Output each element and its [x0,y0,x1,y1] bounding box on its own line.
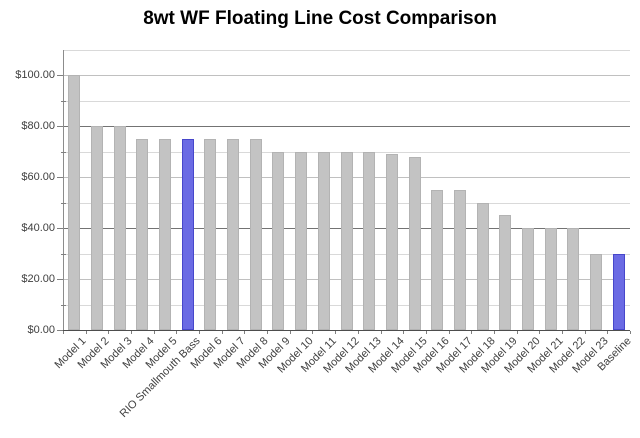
x-axis-tick [517,331,518,334]
y-axis-minor-tick [61,152,66,153]
y-tick-label: $80.00 [21,120,55,132]
x-axis-tick [199,331,200,334]
x-axis-tick [335,331,336,334]
bar-model-8 [250,139,262,330]
bar-model-7 [227,139,239,330]
x-axis-tick [403,331,404,334]
gridline-90 [63,101,630,102]
bar-model-10 [295,152,307,330]
gridline-80 [63,126,630,127]
y-axis-minor-tick [61,203,66,204]
x-axis-tick [471,331,472,334]
bar-model-20 [522,228,534,330]
x-axis-tick [86,331,87,334]
y-axis-minor-tick [61,305,66,306]
x-axis-tick [108,331,109,334]
chart-title: 8wt WF Floating Line Cost Comparison [143,8,497,29]
y-axis-major-tick [57,228,63,229]
x-axis-tick [290,331,291,334]
y-tick-label: $0.00 [27,324,55,336]
x-axis-tick [562,331,563,334]
bar-model-3 [114,126,126,330]
bar-model-4 [136,139,148,330]
bar-model-19 [499,215,511,330]
x-axis-tick [449,331,450,334]
y-axis-minor-tick [61,101,66,102]
x-axis-tick [312,331,313,334]
x-axis-tick [176,331,177,334]
bar-model-16 [431,190,443,330]
x-axis-tick [426,331,427,334]
x-axis-tick [131,331,132,334]
bar-model-23 [590,254,602,330]
x-axis-tick [494,331,495,334]
bar-model-2 [91,126,103,330]
y-axis-major-tick [57,126,63,127]
x-axis-tick [154,331,155,334]
bar-model-12 [341,152,353,330]
x-axis-tick [539,331,540,334]
x-axis-tick [244,331,245,334]
bar-model-14 [386,154,398,330]
bar-model-18 [477,203,489,330]
gridline-100 [63,75,630,76]
x-axis-tick [222,331,223,334]
x-axis-line [63,330,630,331]
bar-model-5 [159,139,171,330]
bar-model-17 [454,190,466,330]
y-axis-line [63,50,64,331]
y-tick-label: $40.00 [21,222,55,234]
x-axis-tick [585,331,586,334]
bar-model-11 [318,152,330,330]
y-tick-label: $100.00 [15,69,55,81]
bar-baseline [613,254,625,330]
bar-rio-smallmouth-bass [182,139,194,330]
y-axis-major-tick [57,177,63,178]
y-axis-major-tick [57,279,63,280]
bar-model-13 [363,152,375,330]
y-axis-major-tick [57,75,63,76]
y-tick-label: $20.00 [21,273,55,285]
bar-model-9 [272,152,284,330]
bar-model-6 [204,139,216,330]
bar-model-21 [545,228,557,330]
gridline-110 [63,50,630,51]
bar-model-22 [567,228,579,330]
x-axis-tick [381,331,382,334]
x-axis-tick [63,331,64,334]
x-axis-tick [267,331,268,334]
x-axis-tick [358,331,359,334]
bar-model-1 [68,75,80,330]
y-axis-minor-tick [61,254,66,255]
x-axis-tick [630,331,631,334]
y-tick-label: $60.00 [21,171,55,183]
bar-model-15 [409,157,421,330]
y-axis-major-tick [57,330,63,331]
x-axis-tick [607,331,608,334]
